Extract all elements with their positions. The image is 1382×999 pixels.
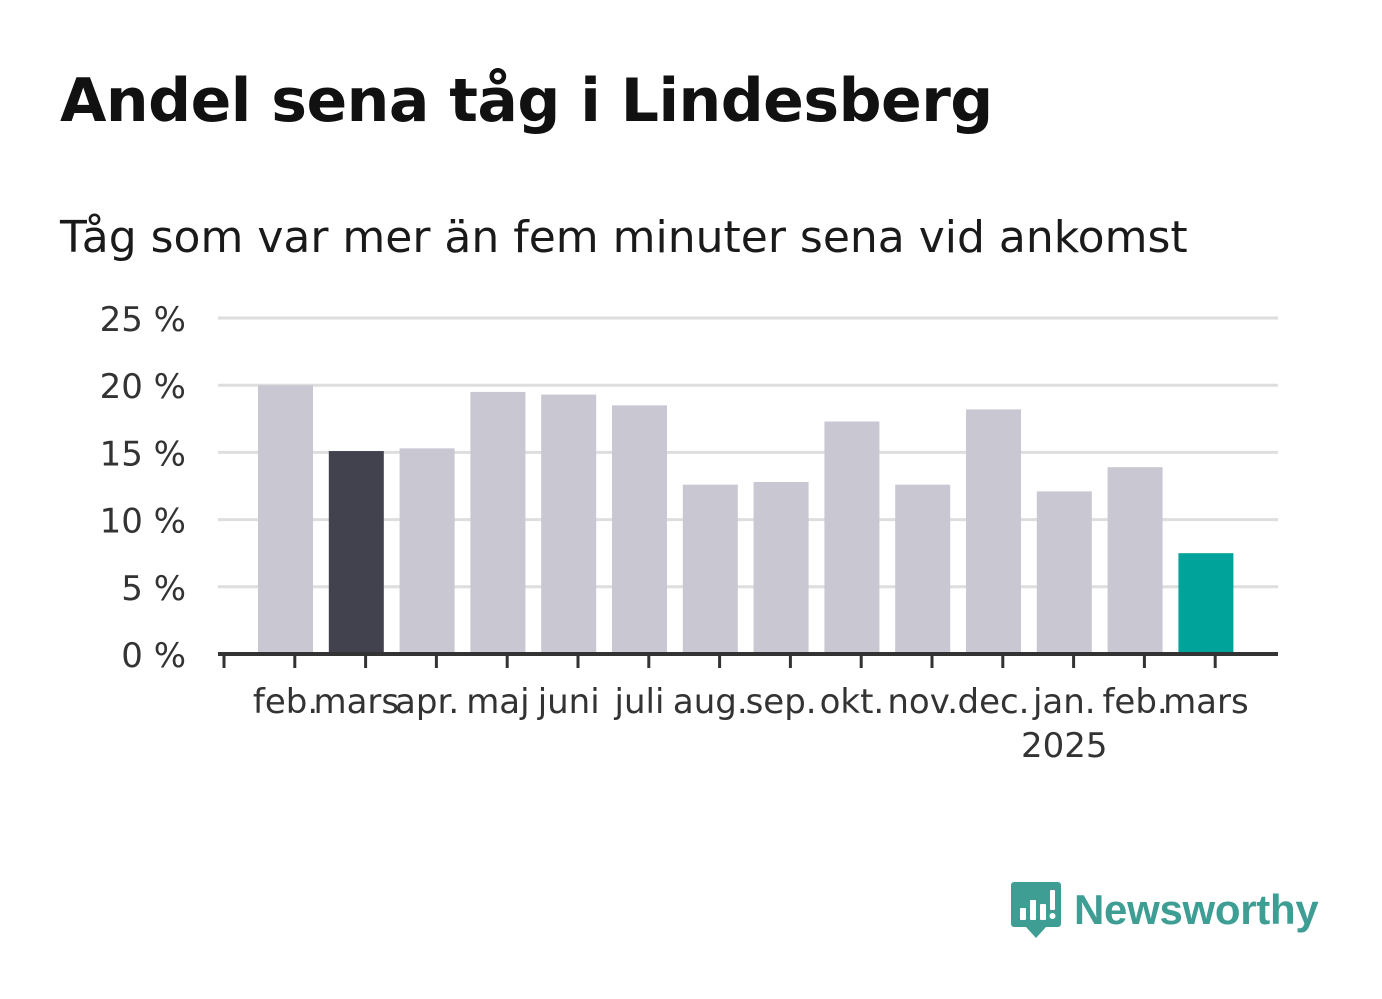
- x-tick-label: juli: [614, 682, 665, 722]
- x-tick-label: maj: [466, 682, 529, 722]
- y-axis-ticks: 0 % 5 % 10 % 15 % 20 % 25 %: [100, 300, 186, 676]
- y-tick-label: 20 %: [100, 367, 186, 407]
- x-tick-label: dec.: [957, 682, 1029, 722]
- bar-13: [1107, 467, 1163, 654]
- bar-8: [753, 481, 809, 654]
- x-tick-label: nov.: [887, 682, 958, 722]
- brand-name: Newsworthy: [1074, 886, 1319, 933]
- newsworthy-chart-logo-icon: [1011, 882, 1061, 938]
- y-tick-label: 15 %: [100, 434, 186, 474]
- x-tick-label: feb.: [253, 682, 318, 722]
- x-tick-label: mars: [313, 682, 399, 722]
- bars: [258, 385, 1234, 654]
- x-tick-label: apr.: [395, 682, 459, 722]
- y-tick-label: 25 %: [100, 300, 186, 340]
- x-year-label: 2025: [1021, 726, 1108, 766]
- x-tick-label: sep.: [746, 682, 817, 722]
- bar-3: [399, 448, 455, 654]
- y-tick-label: 10 %: [100, 502, 186, 542]
- bar-6: [612, 405, 667, 654]
- bar-7: [682, 484, 738, 654]
- bar-1: [258, 385, 313, 654]
- bar-11: [966, 409, 1021, 654]
- x-tick-label: jan.: [1032, 682, 1096, 722]
- grid-lines: [218, 316, 1278, 589]
- x-tick-label: mars: [1163, 682, 1249, 722]
- bar-14: [1178, 553, 1234, 654]
- y-tick-label: 0 %: [121, 636, 186, 676]
- x-tick-label: juni: [537, 682, 600, 722]
- x-tick-label: feb.: [1102, 682, 1167, 722]
- bar-10: [895, 484, 951, 654]
- bar-12: [1036, 491, 1092, 654]
- bar-4: [470, 391, 526, 654]
- bar-2: [328, 451, 384, 654]
- chart-subtitle: Tåg som var mer än fem minuter sena vid …: [60, 212, 1188, 263]
- x-tick-label: okt.: [820, 682, 885, 722]
- y-tick-label: 5 %: [121, 569, 186, 609]
- bar-9: [824, 421, 880, 654]
- x-tick-label: aug.: [673, 682, 748, 722]
- chart-title: Andel sena tåg i Lindesberg: [60, 66, 993, 136]
- bar-5: [541, 394, 597, 654]
- brand-logo: Newsworthy: [1010, 878, 1319, 942]
- x-axis: [218, 652, 1278, 668]
